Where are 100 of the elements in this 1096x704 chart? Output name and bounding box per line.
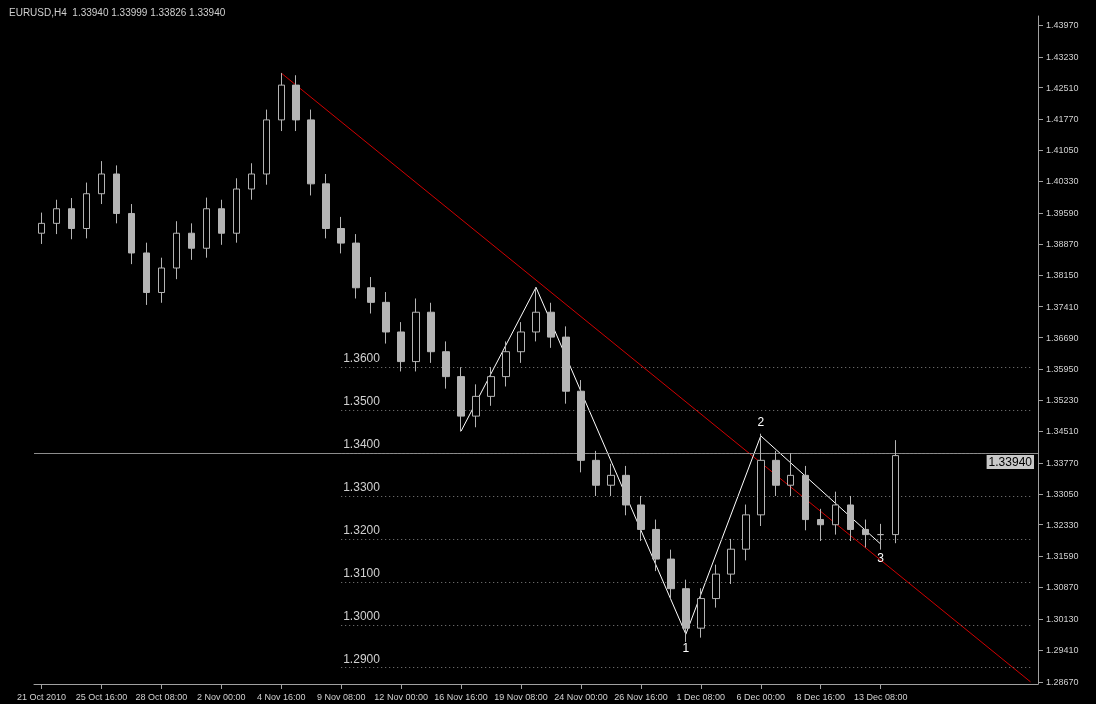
y-tick-label: 1.39590 [1046,208,1079,219]
y-tick-label: 1.30130 [1046,614,1079,625]
y-tick-label: 1.38150 [1046,269,1079,280]
candlestick [382,291,390,345]
candlestick [292,74,300,132]
candlestick [862,519,869,548]
candlestick [367,276,375,315]
candlestick [487,366,495,407]
candlestick [757,433,765,527]
ref-line-label: 1.3000 [343,608,381,623]
ref-line-label: 1.3100 [343,565,381,580]
candlestick [892,439,899,544]
y-tick-label: 1.35950 [1046,364,1079,375]
x-tick-label: 19 Nov 08:00 [494,691,548,702]
annotation: 2 [757,414,765,429]
candlestick [38,212,45,245]
y-tick-label: 1.41770 [1046,114,1079,125]
candlestick [517,321,525,364]
candlestick [248,162,255,201]
ref-line-label: 1.3300 [343,479,381,494]
candlestick [802,465,809,531]
candlestick [472,383,480,428]
y-tick-label: 1.43230 [1046,51,1079,62]
candlestick [412,297,420,372]
x-tick-label: 6 Dec 00:00 [736,691,786,702]
x-tick-label: 9 Nov 08:00 [316,691,366,702]
y-tick-label: 1.34510 [1046,426,1079,437]
y-tick-label: 1.37410 [1046,301,1079,312]
candlestick [113,164,120,224]
candlestick [352,233,360,299]
candlestick [337,216,345,254]
y-tick-label: 1.30870 [1046,582,1079,593]
candlestick [682,579,690,643]
candlestick [502,340,510,387]
candlestick [577,379,585,473]
x-tick-label: 26 Nov 16:00 [614,691,668,702]
annotation: 1 [682,641,690,656]
ref-line-label: 1.3200 [343,522,381,537]
candlestick [143,242,150,306]
line-series [460,286,882,635]
candlestick [532,286,540,342]
x-tick-label: 16 Nov 16:00 [434,691,488,702]
chart-title: EURUSD,H4 1.33940 1.33999 1.33826 1.33940 [9,6,226,18]
candlestick [322,173,330,239]
x-tick-label: 8 Dec 16:00 [796,691,845,702]
candlestick [203,197,210,259]
y-tick-label: 1.43970 [1046,20,1079,31]
candlestick [832,491,839,536]
x-tick-label: 24 Nov 00:00 [554,691,608,702]
candlestick [128,203,135,265]
x-tick-label: 12 Nov 00:00 [374,691,428,702]
candlestick [457,366,465,433]
annotation: 3 [877,551,885,566]
x-tick-label: 1 Dec 08:00 [676,691,726,702]
candlestick [667,549,675,600]
candlestick [712,564,720,609]
candlestick [742,504,750,561]
x-tick-label: 28 Oct 08:00 [135,691,188,702]
candlestick [547,302,555,349]
candlestick [562,325,570,405]
y-tick-label: 1.40330 [1046,176,1079,187]
ref-line-label: 1.3600 [343,351,381,366]
candlestick [817,508,824,542]
candlestick [218,199,225,246]
ref-line-label: 1.2900 [343,651,381,666]
candlestick [607,463,615,497]
candlestick [68,197,75,240]
candlestick [53,199,60,235]
candlestick [637,495,645,542]
y-tick-label: 1.33770 [1046,457,1079,468]
x-tick-label: 4 Nov 16:00 [256,691,306,702]
candlestick [787,452,794,497]
y-tick-label: 1.33050 [1046,488,1079,499]
x-tick-label: 13 Dec 08:00 [853,691,908,702]
ref-line-label: 1.3400 [343,437,381,452]
y-tick-label: 1.28670 [1046,676,1079,687]
candlestick [233,177,240,244]
candlestick [652,519,660,572]
x-tick-label: 2 Nov 00:00 [197,691,246,702]
y-tick-label: 1.38870 [1046,238,1079,249]
x-tick-label: 25 Oct 16:00 [75,691,128,702]
y-tick-label: 1.41050 [1046,145,1079,156]
candlestick [622,465,630,516]
y-tick-label: 1.36690 [1046,332,1079,343]
candlestick [772,450,780,497]
ref-line-label: 1.33940 [988,455,1033,470]
candlestick [158,257,165,304]
candlestick [592,450,600,497]
x-tick-label: 21 Oct 2010 [16,691,67,702]
candlestick [188,222,195,261]
candlestick [427,302,435,364]
candlestick [263,109,270,186]
y-tick-label: 1.29410 [1046,645,1079,656]
candlestick [397,321,405,372]
candlestick [278,72,285,132]
y-tick-label: 1.35230 [1046,395,1079,406]
candlestick [307,109,315,196]
candlestick [727,538,735,585]
candlestick [442,340,450,390]
y-tick-label: 1.42510 [1046,82,1079,93]
